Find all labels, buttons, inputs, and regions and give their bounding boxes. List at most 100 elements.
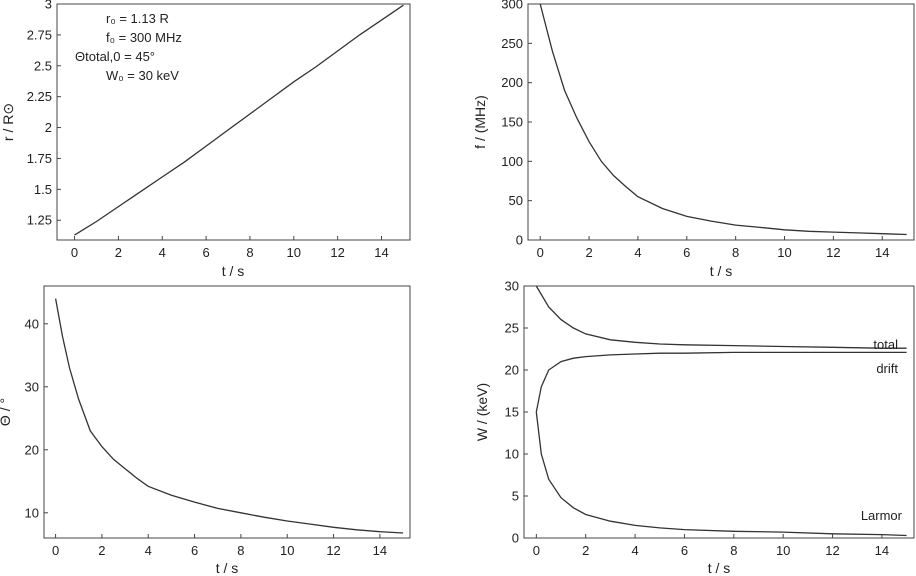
- energy-y-tick-label: 15: [505, 405, 519, 420]
- angle-x-tick-label: 6: [191, 543, 198, 558]
- annotation-r0: r₀ = 1.13 R: [106, 11, 169, 26]
- panel-frequency-series: [539, 3, 907, 236]
- panel-energy-xlabel: t / s: [708, 560, 731, 576]
- panel-energy-ylabel: W / (keV): [474, 383, 490, 441]
- energy-curve-total: [535, 285, 907, 349]
- frequency-y-tick-label: 250: [501, 36, 523, 51]
- panel-angle-x-ticks: 0 2 4 6 8 10 12 14: [52, 534, 387, 558]
- energy-y-tick-label: 30: [505, 279, 519, 294]
- annotation-theta0: Θtotal,0 = 45°: [75, 49, 155, 64]
- frequency-y-tick-label: 150: [501, 115, 523, 130]
- radius-curve-series-0: [74, 4, 404, 236]
- frequency-x-tick-label: 2: [585, 245, 592, 260]
- angle-x-tick-label: 4: [145, 543, 152, 558]
- angle-y-tick-label: 10: [25, 505, 39, 520]
- panel-radius: 0 2 4 6 8 10 12 14 1.25 1.5 1.75 2 2.25 2.5 2.75 3 t /…: [0, 0, 411, 279]
- radius-y-tick-label: 1.75: [27, 151, 52, 166]
- frequency-y-tick-label: 0: [516, 233, 523, 248]
- annotation-f0: f₀ = 300 MHz: [106, 30, 182, 45]
- series-label-drift: drift: [876, 361, 898, 376]
- energy-x-tick-label: 2: [582, 543, 589, 558]
- radius-y-tick-label: 2: [45, 120, 52, 135]
- angle-y-tick-label: 40: [25, 316, 39, 331]
- panel-energy: 0 2 4 6 8 10 12 14 0 5 10 15 20 25 30 t / s W / (keV)…: [474, 279, 915, 576]
- angle-y-tick-label: 20: [25, 442, 39, 457]
- panel-angle-frame: [43, 285, 411, 539]
- energy-y-tick-label: 0: [512, 531, 519, 546]
- angle-curve-series-0: [54, 298, 404, 534]
- panel-angle-ylabel: Θ / °: [0, 398, 13, 426]
- series-label-larmor: Larmor: [861, 508, 903, 523]
- series-label-total: total: [873, 337, 898, 352]
- angle-x-tick-label: 0: [52, 543, 59, 558]
- frequency-x-tick-label: 12: [826, 245, 840, 260]
- radius-x-tick-label: 4: [159, 245, 166, 260]
- energy-x-tick-label: 12: [825, 543, 839, 558]
- frequency-y-tick-label: 200: [501, 75, 523, 90]
- frequency-x-tick-label: 10: [777, 245, 791, 260]
- panel-radius-series: [74, 4, 404, 236]
- energy-x-tick-label: 0: [533, 543, 540, 558]
- panel-energy-frame: [523, 285, 915, 539]
- panel-angle: 0 2 4 6 8 10 12 14 10 20 30 40 t / s Θ / °: [0, 285, 411, 576]
- panel-radius-y-ticks: 1.25 1.5 1.75 2 2.25 2.5 2.75 3: [27, 0, 61, 228]
- energy-x-tick-label: 10: [776, 543, 790, 558]
- frequency-curve-series-0: [539, 3, 907, 236]
- panel-radius-ylabel: r / R⊙: [0, 103, 16, 141]
- energy-y-tick-label: 5: [512, 489, 519, 504]
- frequency-y-tick-label: 50: [509, 193, 523, 208]
- radius-y-tick-label: 1.25: [27, 213, 52, 228]
- panel-frequency-x-ticks: 0 2 4 6 8 10 12 14: [537, 236, 889, 260]
- energy-curve-drift: [535, 351, 907, 413]
- angle-x-tick-label: 2: [98, 543, 105, 558]
- energy-x-tick-label: 6: [681, 543, 688, 558]
- radius-x-tick-label: 0: [71, 245, 78, 260]
- angle-x-tick-label: 12: [326, 543, 340, 558]
- frequency-y-tick-label: 100: [501, 154, 523, 169]
- angle-x-tick-label: 8: [237, 543, 244, 558]
- panel-radius-xlabel: t / s: [222, 263, 245, 279]
- radius-x-tick-label: 12: [330, 245, 344, 260]
- panel-angle-xlabel: t / s: [216, 560, 239, 576]
- panel-energy-x-ticks: 0 2 4 6 8 10 12 14: [533, 534, 889, 558]
- angle-x-tick-label: 14: [373, 543, 387, 558]
- panel-frequency: 0 2 4 6 8 10 12 14 0 50 100 150 200 250 300 t / s f /…: [472, 0, 915, 279]
- energy-x-tick-label: 14: [875, 543, 889, 558]
- radius-y-tick-label: 3: [45, 0, 52, 12]
- frequency-x-tick-label: 14: [875, 245, 889, 260]
- panel-frequency-xlabel: t / s: [710, 263, 733, 279]
- panel-radius-x-ticks: 0 2 4 6 8 10 12 14: [71, 236, 389, 260]
- energy-y-tick-label: 10: [505, 447, 519, 462]
- radius-x-tick-label: 10: [287, 245, 301, 260]
- frequency-x-tick-label: 6: [683, 245, 690, 260]
- energy-x-tick-label: 8: [730, 543, 737, 558]
- radius-y-tick-label: 2.25: [27, 89, 52, 104]
- energy-y-tick-label: 20: [505, 363, 519, 378]
- panel-frequency-frame: [527, 3, 915, 241]
- radius-x-tick-label: 2: [115, 245, 122, 260]
- annotation-w0: W₀ = 30 keV: [106, 68, 179, 83]
- energy-curve-larmor: [535, 411, 907, 537]
- frequency-x-tick-label: 4: [634, 245, 641, 260]
- panel-radius-frame: [56, 3, 411, 241]
- angle-y-tick-label: 30: [25, 379, 39, 394]
- radius-y-tick-label: 2.75: [27, 27, 52, 42]
- frequency-x-tick-label: 0: [537, 245, 544, 260]
- panel-frequency-y-ticks: 0 50 100 150 200 250 300: [501, 0, 532, 248]
- energy-x-tick-label: 4: [631, 543, 638, 558]
- radius-x-tick-label: 6: [202, 245, 209, 260]
- panel-energy-y-ticks: 0 5 10 15 20 25 30: [505, 279, 528, 546]
- radius-y-tick-label: 1.5: [34, 182, 52, 197]
- frequency-x-tick-label: 8: [732, 245, 739, 260]
- angle-x-tick-label: 10: [280, 543, 294, 558]
- panel-angle-series: [54, 298, 404, 534]
- energy-y-tick-label: 25: [505, 321, 519, 336]
- frequency-y-tick-label: 300: [501, 0, 523, 12]
- radius-x-tick-label: 14: [374, 245, 388, 260]
- radius-y-tick-label: 2.5: [34, 58, 52, 73]
- panel-energy-series: [535, 285, 907, 537]
- radius-x-tick-label: 8: [246, 245, 253, 260]
- panel-angle-y-ticks: 10 20 30 40: [25, 316, 48, 520]
- panel-frequency-ylabel: f / (MHz): [472, 95, 488, 149]
